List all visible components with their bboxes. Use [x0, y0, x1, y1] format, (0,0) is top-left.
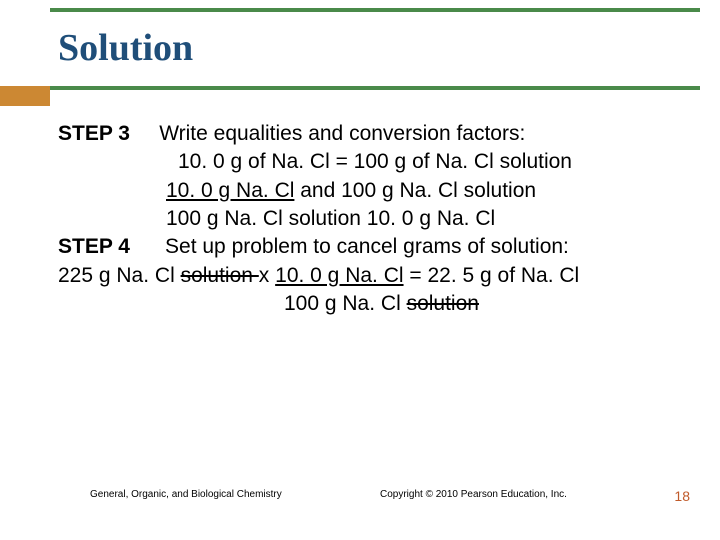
footer-center: Copyright © 2010 Pearson Education, Inc.	[380, 489, 567, 500]
page-number: 18	[674, 488, 690, 504]
slide-title: Solution	[58, 26, 193, 70]
footer-left: General, Organic, and Biological Chemist…	[90, 489, 282, 500]
top-accent-bar	[50, 8, 700, 12]
step3-line3: 10. 0 g Na. Cl and 100 g Na. Cl solution	[58, 177, 680, 205]
step4-l3a: 100 g Na. Cl	[284, 292, 407, 315]
step4-l2b-strike: solution	[181, 264, 259, 287]
content-body: STEP 3 Write equalities and conversion f…	[58, 120, 680, 318]
step3-line1: STEP 3 Write equalities and conversion f…	[58, 120, 680, 148]
step3-line3b: and 100 g Na. Cl solution	[300, 179, 536, 202]
title-underline	[50, 86, 700, 90]
step4-line1: STEP 4 Set up problem to cancel grams of…	[58, 233, 680, 261]
step4-l2a: 225 g Na. Cl	[58, 264, 181, 287]
step4-line3: 100 g Na. Cl solution	[58, 290, 680, 318]
step4-l2d-under: 10. 0 g Na. Cl	[275, 262, 403, 290]
step4-l2c: x	[259, 264, 275, 287]
step4-l3b-strike: solution	[407, 292, 479, 315]
slide: Solution STEP 3 Write equalities and con…	[0, 0, 720, 540]
step3-text1: Write equalities and conversion factors:	[159, 122, 525, 145]
step3-fraction-num: 10. 0 g Na. Cl	[166, 177, 294, 205]
step3-label: STEP 3	[58, 122, 130, 145]
left-accent-tab	[0, 86, 50, 106]
step4-line2: 225 g Na. Cl solution x 10. 0 g Na. Cl =…	[58, 262, 680, 290]
step4-text1: Set up problem to cancel grams of soluti…	[165, 235, 569, 258]
step4-l2e: = 22. 5 g of Na. Cl	[404, 264, 580, 287]
step3-line2: 10. 0 g of Na. Cl = 100 g of Na. Cl solu…	[58, 148, 680, 176]
step4-label: STEP 4	[58, 235, 130, 258]
step3-line4: 100 g Na. Cl solution 10. 0 g Na. Cl	[58, 205, 680, 233]
